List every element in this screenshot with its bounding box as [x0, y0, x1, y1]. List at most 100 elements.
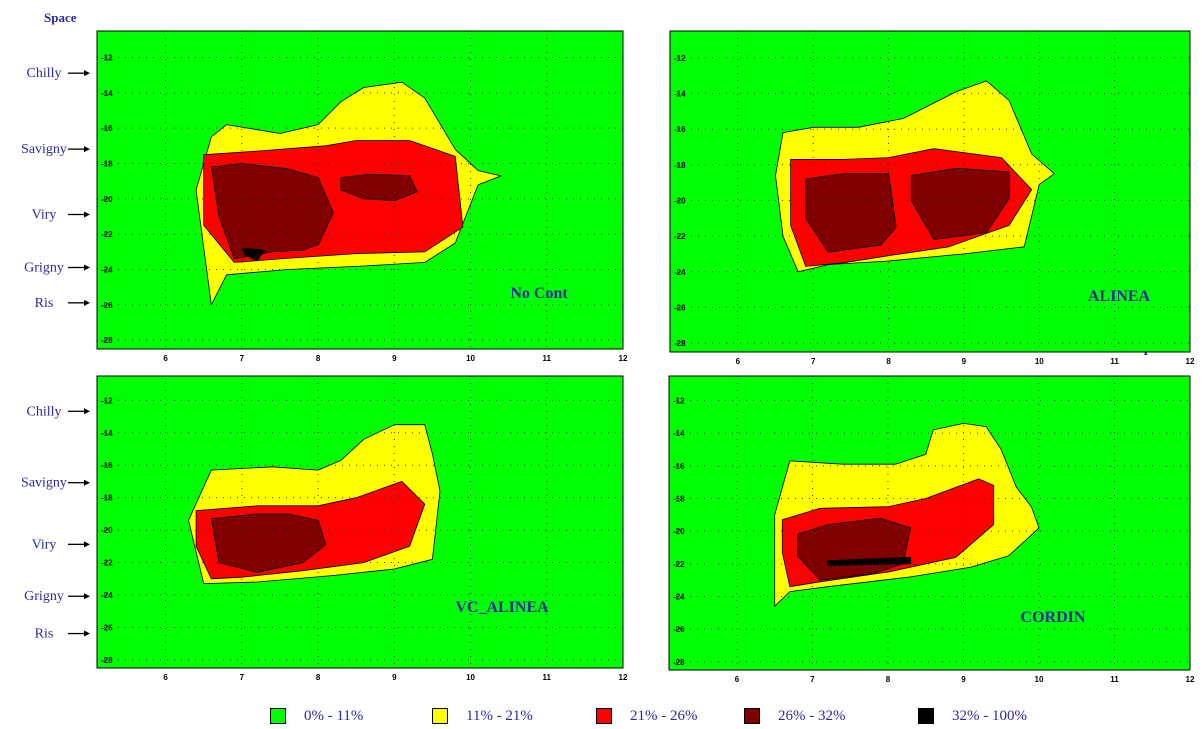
panel-2-ytick-2: -16	[101, 461, 113, 470]
panel-1-title: ALINEA	[1088, 288, 1151, 305]
panel-1-xtick-6: 12	[1186, 357, 1195, 366]
panel-1-xtick-1: 7	[811, 357, 816, 366]
panel-2-station-arrowhead-0	[84, 408, 90, 415]
panel-0-ytick-1: -14	[101, 89, 113, 98]
panel-2-station-arrowhead-2	[84, 541, 90, 548]
panel-2-xtick-3: 9	[392, 673, 397, 682]
panel-2-station-arrowhead-1	[84, 479, 90, 486]
panel-3: 6 7 8 9 10 11 12 -12 -14 -16 -18 -20 -22 -24 -26 -28 COR…	[668, 375, 1195, 684]
panel-1-contour-2	[805, 173, 897, 253]
panel-0-xtick-5: 11	[543, 354, 552, 363]
panel-0-station-arrowhead-2	[84, 211, 90, 218]
panel-3-contour-3	[827, 556, 911, 566]
panel-3-xtick-0: 6	[735, 675, 740, 684]
legend-label-0: 0% - 11%	[304, 707, 364, 724]
panel-2-ytick-7: -26	[101, 623, 113, 632]
panel-0-station-arrowhead-4	[84, 299, 90, 306]
panel-2-ytick-6: -24	[101, 591, 113, 600]
panel-0-xtick-6: 12	[619, 354, 628, 363]
panel-3-ytick-2: -16	[673, 462, 685, 471]
panel-2-ytick-0: -12	[101, 396, 113, 405]
panel-1: 6 7 8 9 10 11 12 -12 -14 -16 -18 -20 -22 -24 -26 -28 ALI…	[669, 30, 1195, 366]
panel-0-xtick-4: 10	[466, 354, 475, 363]
legend-swatch-2	[596, 708, 612, 724]
space-label: Space	[44, 10, 77, 25]
panel-2-station-arrowhead-4	[84, 630, 90, 637]
panel-1-ytick-3: -18	[674, 161, 686, 170]
panel-1-ytick-5: -22	[674, 232, 686, 241]
panel-1-ytick-8: -28	[674, 339, 686, 348]
panel-3-ytick-3: -18	[673, 495, 685, 504]
panel-3-ytick-0: -12	[673, 397, 685, 406]
panel-0-ytick-5: -22	[101, 230, 113, 239]
panel-2-ytick-3: -18	[101, 494, 113, 503]
panel-0-station-1: Savigny	[21, 142, 67, 157]
panel-2-xtick-4: 10	[466, 673, 475, 682]
panel-0-contour-2	[210, 163, 334, 260]
panel-0-xtick-2: 8	[316, 354, 321, 363]
panel-3-xtick-1: 7	[810, 675, 815, 684]
panel-0-ytick-3: -18	[101, 160, 113, 169]
panel-1-ytick-0: -12	[674, 54, 686, 63]
panel-0-ytick-0: -12	[101, 54, 113, 63]
panel-3-ytick-7: -26	[673, 625, 685, 634]
legend-item-4: 32% - 100%	[918, 706, 1027, 726]
panel-0-contour-3	[340, 173, 418, 202]
panel-2-xtick-5: 11	[543, 673, 552, 682]
panel-0-station-3: Grigny	[24, 261, 64, 276]
panel-3-ytick-5: -22	[673, 560, 685, 569]
panel-2-xtick-1: 7	[240, 673, 245, 682]
legend-item-1: 11% - 21%	[432, 706, 533, 726]
panel-2-contour-2	[210, 513, 327, 573]
panel-1-xtick-4: 10	[1035, 357, 1044, 366]
panel-2-ytick-1: -14	[101, 429, 113, 438]
panel-1-contour-3	[910, 167, 1010, 241]
panel-2-station-2: Viry	[32, 537, 57, 552]
panel-1-ytick-4: -20	[674, 196, 686, 205]
panel-0-station-2: Viry	[32, 208, 57, 223]
panel-2-xtick-0: 6	[163, 673, 168, 682]
panel-1-xtick-2: 8	[886, 357, 891, 366]
legend-item-2: 21% - 26%	[596, 706, 698, 726]
panel-3-xtick-4: 10	[1035, 675, 1044, 684]
panel-2-ytick-4: -20	[101, 526, 113, 535]
legend-swatch-4	[918, 708, 934, 724]
panel-1-ytick-2: -16	[674, 125, 686, 134]
panel-2-station-4: Ris	[35, 627, 54, 642]
panel-3-xtick-6: 12	[1186, 675, 1195, 684]
panel-2-ytick-8: -28	[101, 656, 113, 665]
panel-2-station-arrowhead-3	[84, 593, 90, 600]
panel-1-xtick-5: 11	[1110, 357, 1119, 366]
panel-0-title: No Cont	[510, 285, 568, 302]
legend-swatch-3	[744, 708, 760, 724]
panel-0: 6 7 8 9 10 11 12 -12 -14 -16 -18 -20 -22 -24 -26 -28 No …	[21, 30, 628, 363]
panel-3-ytick-6: -24	[673, 593, 685, 602]
panel-2: 6 7 8 9 10 11 12 -12 -14 -16 -18 -20 -22 -24 -26 -28 VC_…	[21, 375, 628, 682]
legend-label-1: 11% - 21%	[466, 707, 533, 724]
contour-figure: Space Temps 6789101112-12-14-16-18-20-22…	[21, 10, 1195, 684]
panel-1-xtick-0: 6	[736, 357, 741, 366]
panel-0-ytick-2: -16	[101, 124, 113, 133]
panel-2-station-1: Savigny	[21, 476, 67, 491]
legend-swatch-1	[432, 708, 448, 724]
panel-3-xtick-3: 9	[961, 675, 966, 684]
panel-2-ytick-5: -22	[101, 559, 113, 568]
legend: 0% - 11% 11% - 21% 21% - 26% 26% - 32% 3…	[270, 706, 1070, 726]
panel-0-xtick-3: 9	[392, 354, 397, 363]
panel-3-title: CORDIN	[1021, 609, 1086, 626]
panel-0-ytick-8: -28	[101, 336, 113, 345]
panel-1-ytick-1: -14	[674, 89, 686, 98]
panel-2-station-3: Grigny	[24, 589, 64, 604]
legend-label-4: 32% - 100%	[952, 707, 1027, 724]
panel-0-xtick-1: 7	[240, 354, 245, 363]
panel-3-ytick-8: -28	[673, 658, 685, 667]
panel-3-xtick-2: 8	[886, 675, 891, 684]
panel-0-station-arrowhead-3	[84, 264, 90, 271]
panel-0-ytick-7: -26	[101, 301, 113, 310]
panel-0-contour-4	[241, 247, 266, 262]
panel-2-xtick-6: 12	[619, 673, 628, 682]
panel-2-station-0: Chilly	[26, 404, 61, 419]
panel-0-station-0: Chilly	[26, 66, 61, 81]
legend-label-2: 21% - 26%	[630, 707, 698, 724]
panel-1-xtick-3: 9	[962, 357, 967, 366]
